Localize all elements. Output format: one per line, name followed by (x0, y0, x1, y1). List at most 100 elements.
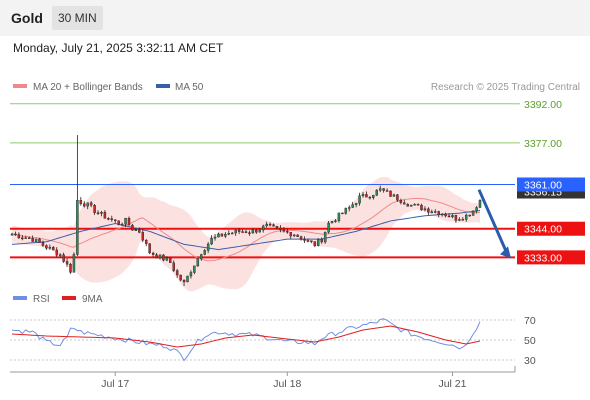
candle-body (34, 238, 38, 242)
candle-body (103, 212, 107, 219)
candle-body (155, 254, 158, 259)
forecast-arrow-shaft (477, 189, 509, 254)
candle-body (10, 233, 14, 236)
candle-body (175, 270, 179, 276)
candle-body (206, 243, 210, 251)
candle-body (475, 207, 478, 212)
candle-body (430, 211, 434, 213)
candle-body (172, 262, 175, 271)
candle-body (317, 238, 320, 246)
candle-body (427, 208, 430, 213)
candle-body (24, 237, 27, 239)
candle-body (337, 212, 341, 221)
candle-body (327, 222, 330, 233)
candle-body (368, 196, 372, 199)
candle-body (392, 194, 396, 197)
candle-body (378, 188, 382, 191)
rsi-tick-label: 50 (524, 335, 536, 347)
candle-body (282, 229, 286, 232)
candle-body (224, 234, 227, 237)
candle-body (100, 212, 103, 214)
candle-body (165, 257, 169, 261)
candle-body (454, 215, 458, 221)
rsi-ma-legend-swatch (62, 296, 76, 300)
candle-body (289, 232, 292, 237)
candle-body (351, 204, 354, 208)
candle-body (447, 215, 451, 218)
candle-body (437, 211, 440, 215)
candle-body (241, 231, 244, 233)
candle-body (169, 257, 172, 263)
candle-body (423, 208, 427, 211)
candle-body (440, 213, 444, 216)
candle-body (21, 237, 24, 240)
asset-title: Gold (11, 10, 43, 26)
x-tick-label: Jul 21 (438, 378, 466, 390)
support-label: 3333.00 (524, 252, 562, 264)
chart-header: Gold 30 MIN (0, 0, 590, 36)
support-tag (517, 221, 585, 236)
candle-body (323, 231, 327, 243)
candle-body (58, 254, 62, 256)
chart-datetime: Monday, July 21, 2025 3:32:11 AM CET (13, 41, 224, 55)
candle-body (348, 207, 351, 209)
candle-body (196, 258, 200, 267)
candle-body (261, 225, 265, 231)
candle-body (403, 202, 406, 205)
candle-body (93, 205, 96, 213)
candle-body (268, 223, 272, 226)
candle-body (451, 215, 454, 218)
candle-body (14, 233, 17, 236)
rsi-ma-legend-label: 9MA (82, 294, 103, 305)
candle-body (296, 234, 299, 237)
price-legend: MA 20 + Bollinger Bands MA 50 (13, 82, 204, 93)
candle-body (444, 213, 447, 217)
candle-body (107, 218, 110, 220)
candle-body (69, 263, 72, 273)
candlesticks (10, 135, 482, 286)
candle-body (193, 265, 196, 273)
candle-body (41, 242, 45, 246)
candle-body (131, 224, 134, 231)
x-tick-label: Jul 17 (101, 378, 129, 390)
candle-body (134, 229, 138, 231)
rsi-tick-label: 70 (524, 315, 536, 327)
rsi-ma-line (11, 325, 481, 348)
x-axis: Jul 17 Jul 18 Jul 21 (101, 372, 467, 390)
candle-body (17, 234, 21, 239)
candle-body (96, 212, 100, 214)
candle-body (48, 247, 52, 249)
candle-body (409, 204, 413, 207)
ma20-line (11, 197, 481, 262)
candle-body (413, 204, 416, 206)
candle-body (120, 223, 124, 226)
candle-body (306, 240, 310, 242)
timeframe-button[interactable]: 30 MIN (52, 6, 103, 30)
rsi-lines (11, 318, 481, 362)
candle-body (52, 247, 55, 251)
candle-body (127, 217, 131, 226)
ma20-legend-swatch (13, 84, 27, 88)
candle-body (144, 240, 148, 244)
candle-body (124, 217, 127, 225)
price-level-labels: 3392.003377.003356.153361.003344.003333.… (515, 99, 585, 265)
candle-body (227, 233, 231, 235)
candle-body (86, 202, 89, 207)
candle-body (179, 274, 182, 281)
candle-body (341, 212, 344, 215)
candle-body (279, 227, 282, 231)
candle-body (141, 232, 144, 241)
candle-body (258, 229, 261, 233)
candle-body (303, 239, 306, 241)
candle-body (38, 238, 41, 243)
candle-body (465, 214, 468, 220)
candle-body (186, 275, 189, 283)
forecast-arrow (477, 189, 511, 259)
ma50-legend-label: MA 50 (175, 82, 204, 93)
candle-body (286, 230, 289, 233)
candle-body (231, 232, 234, 235)
candle-body (237, 229, 241, 232)
candle-body (478, 200, 482, 208)
candle-body (385, 190, 389, 192)
